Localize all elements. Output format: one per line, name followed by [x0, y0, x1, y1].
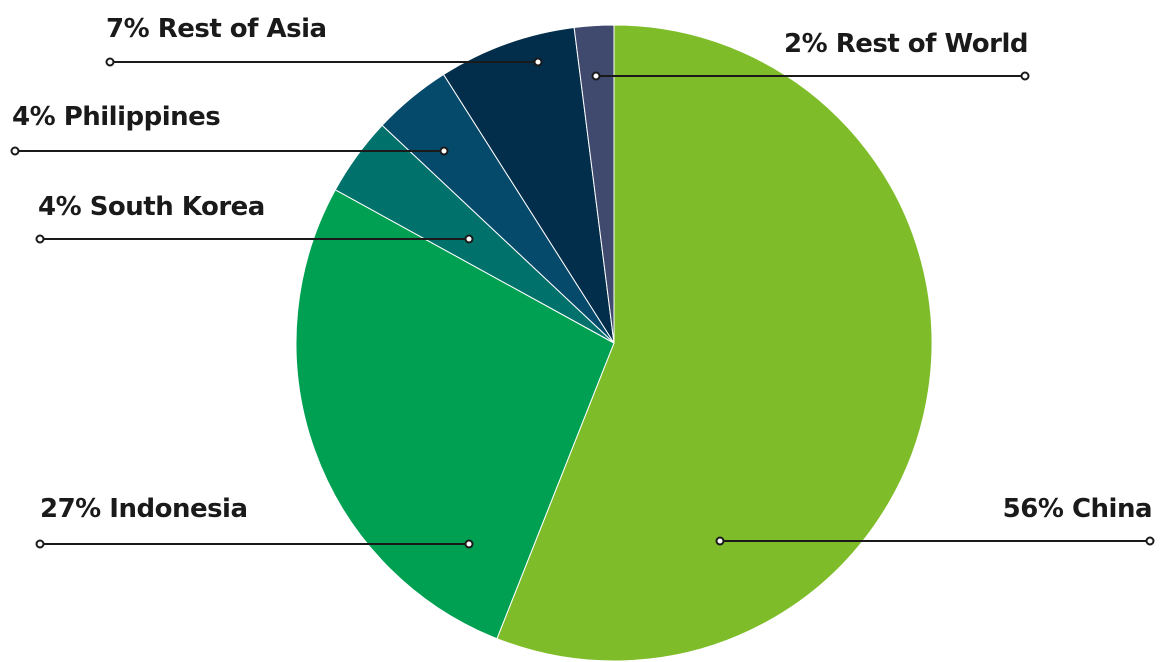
- leader-dot-outer-china: [1145, 536, 1155, 546]
- pie-callouts: 56% China 27% Indonesia 4% South Korea 4% P…: [10, 14, 1155, 549]
- leader-dot-outer-indonesia: [35, 539, 45, 549]
- leader-dot-inner-indonesia: [464, 539, 474, 549]
- pie-slice-indonesia: [295, 189, 615, 640]
- leader-dot-inner-rest-of-asia: [533, 57, 543, 67]
- slice-label-indonesia: 27% Indonesia: [40, 494, 248, 524]
- slice-label-china: 56% China: [1003, 494, 1152, 524]
- pie-slice-china: [496, 24, 933, 662]
- leader-dot-outer-philippines: [10, 146, 20, 156]
- leader-dot-inner-rest-of-world: [591, 71, 601, 81]
- leader-dot-outer-rest-of-world: [1020, 71, 1030, 81]
- leader-dot-outer-south-korea: [35, 234, 45, 244]
- leader-dot-outer-rest-of-asia: [105, 57, 115, 67]
- leader-dot-inner-china: [715, 536, 725, 546]
- leader-dot-inner-south-korea: [464, 234, 474, 244]
- slice-label-south-korea: 4% South Korea: [38, 192, 265, 222]
- slice-label-philippines: 4% Philippines: [12, 102, 220, 132]
- pie-slices: [295, 24, 933, 662]
- slice-label-rest-of-asia: 7% Rest of Asia: [106, 14, 327, 44]
- slice-label-rest-of-world: 2% Rest of World: [784, 29, 1028, 59]
- pie-slice-rest-of-world: [573, 24, 615, 344]
- leader-dot-inner-philippines: [439, 146, 449, 156]
- pie-slice-rest-of-asia: [442, 26, 615, 344]
